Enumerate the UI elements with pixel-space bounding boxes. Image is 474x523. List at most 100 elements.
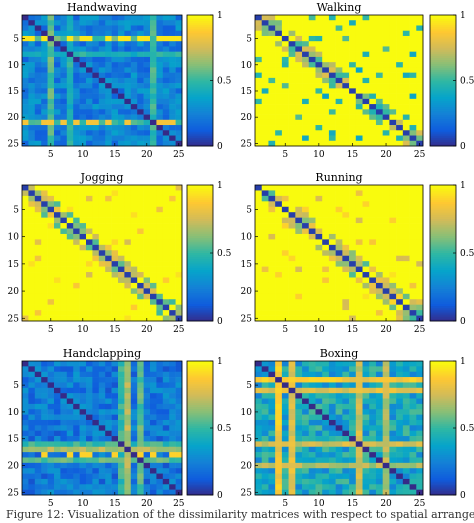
heatmap-cell xyxy=(268,419,276,426)
heatmap-cell xyxy=(130,93,138,100)
heatmap-cell xyxy=(308,185,316,191)
heatmap-cell xyxy=(288,233,296,240)
heatmap-cell xyxy=(92,462,100,469)
heatmap-cell xyxy=(281,20,289,26)
heatmap-cell xyxy=(416,212,424,218)
heatmap-cell xyxy=(79,228,87,235)
heatmap-cell xyxy=(402,41,410,47)
heatmap-cell xyxy=(322,98,330,105)
heatmap-cell xyxy=(275,398,283,405)
heatmap-cell xyxy=(382,250,390,257)
heatmap-cell xyxy=(162,114,170,121)
heatmap-cell xyxy=(342,468,350,474)
heatmap-cell xyxy=(60,419,68,426)
heatmap-cell xyxy=(396,93,404,100)
heatmap-cell xyxy=(162,452,170,458)
heatmap-cell xyxy=(315,15,323,21)
heatmap-cell xyxy=(169,88,176,94)
colorbar-segment xyxy=(430,199,456,203)
heatmap-cell xyxy=(342,315,350,322)
heatmap-cell xyxy=(60,228,68,235)
heatmap-cell xyxy=(47,98,55,105)
colorbar-segment xyxy=(187,278,213,282)
heatmap-cell xyxy=(22,398,29,405)
heatmap-cell xyxy=(130,67,138,73)
heatmap-cell xyxy=(255,361,263,367)
heatmap-cell xyxy=(288,430,296,437)
heatmap-cell xyxy=(355,473,363,480)
colorbar-segment xyxy=(430,486,456,490)
heatmap-cell xyxy=(130,206,138,213)
heatmap-cell xyxy=(389,425,397,431)
heatmap-cell xyxy=(302,83,310,89)
heatmap-cell xyxy=(124,382,132,389)
heatmap-cell xyxy=(137,473,144,480)
heatmap-cell xyxy=(288,35,296,42)
heatmap-cell xyxy=(281,135,289,142)
heatmap-cell xyxy=(105,195,112,202)
colorbar-segment xyxy=(187,137,213,141)
heatmap-cell xyxy=(275,195,283,202)
heatmap-cell xyxy=(41,223,48,229)
heatmap-cell xyxy=(47,288,55,295)
heatmap-cell xyxy=(349,468,357,474)
heatmap-cell xyxy=(382,272,390,278)
heatmap-cell xyxy=(349,430,357,437)
colorbar-segment xyxy=(430,204,456,207)
heatmap-cell xyxy=(54,393,61,399)
heatmap-cell xyxy=(86,250,93,257)
heatmap-cell xyxy=(22,261,29,267)
heatmap-cell xyxy=(60,489,68,496)
colorbar-segment xyxy=(187,263,213,267)
heatmap-cell xyxy=(130,212,138,218)
heatmap-cell xyxy=(382,88,390,94)
heatmap-cell xyxy=(355,67,363,73)
heatmap-cell xyxy=(169,425,176,431)
heatmap-cell xyxy=(322,299,330,305)
heatmap-cell xyxy=(362,83,370,89)
colorbar-segment xyxy=(430,221,456,224)
heatmap-cell xyxy=(308,56,316,63)
heatmap-cell xyxy=(255,195,263,202)
heatmap-cell xyxy=(335,377,343,383)
heatmap-cell xyxy=(118,489,125,496)
heatmap-cell xyxy=(156,266,164,273)
heatmap-cell xyxy=(342,41,350,47)
heatmap-cell xyxy=(47,293,55,300)
heatmap-cell xyxy=(130,441,138,448)
heatmap-cell xyxy=(98,228,106,235)
heatmap-cell xyxy=(268,261,276,267)
heatmap-cell xyxy=(41,130,48,136)
heatmap-cell xyxy=(389,366,397,373)
heatmap-cell xyxy=(41,403,48,410)
heatmap-cell xyxy=(255,83,263,89)
heatmap-cell xyxy=(369,20,377,26)
heatmap-cell xyxy=(162,387,170,394)
heatmap-cell xyxy=(288,409,296,415)
heatmap-cell xyxy=(268,114,276,121)
heatmap-cell xyxy=(79,310,87,316)
heatmap-cell xyxy=(124,436,132,442)
heatmap-cell xyxy=(47,277,55,284)
heatmap-cell xyxy=(281,277,289,284)
heatmap-cell xyxy=(288,403,296,410)
heatmap-cell xyxy=(175,98,183,105)
heatmap-cell xyxy=(355,398,363,405)
heatmap-cell xyxy=(389,250,397,257)
heatmap-cell xyxy=(322,361,330,367)
heatmap-cell xyxy=(34,140,42,147)
heatmap-cell xyxy=(362,436,370,442)
heatmap-cell xyxy=(375,462,383,469)
heatmap-cell xyxy=(60,135,68,142)
heatmap-cell xyxy=(322,266,330,273)
heatmap-cell xyxy=(105,382,112,389)
heatmap-cell xyxy=(124,223,132,229)
heatmap-cell xyxy=(118,67,125,73)
heatmap-cell xyxy=(162,315,170,322)
heatmap-cell xyxy=(402,195,410,202)
heatmap-cell xyxy=(355,393,363,399)
heatmap-cell xyxy=(308,15,316,21)
heatmap-cell xyxy=(308,233,316,240)
heatmap-cell xyxy=(105,83,112,89)
heatmap-cell xyxy=(175,462,183,469)
